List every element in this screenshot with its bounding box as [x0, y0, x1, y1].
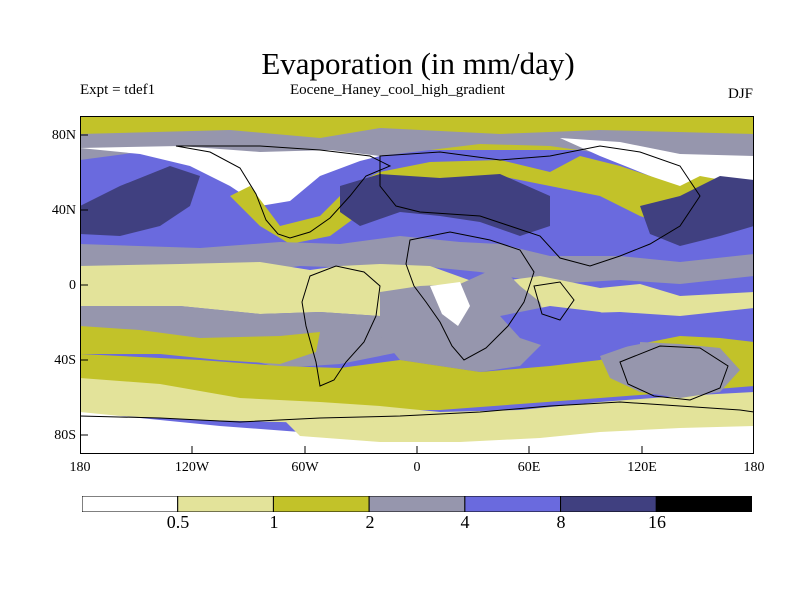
south-pacific-yellow: [80, 326, 320, 364]
colorbar-swatch: [272, 496, 370, 512]
x-tick-label: 180: [743, 460, 765, 475]
colorbar: [82, 496, 752, 512]
south-atlantic-gray: [380, 266, 550, 372]
coastline-south-america: [301, 265, 381, 387]
antarctic-white: [80, 412, 754, 454]
indian-ocean-purple: [500, 306, 640, 352]
season-label: DJF: [727, 86, 753, 102]
colorbar-swatch: [560, 496, 657, 512]
y-tick-label: 80S: [54, 428, 76, 443]
colorbar-level-label: 4: [460, 512, 470, 532]
colorbar-swatch: [464, 496, 562, 512]
map-ticks: [80, 134, 643, 454]
x-tick-label: 60E: [517, 460, 541, 475]
coastline-antarctica: [80, 401, 754, 423]
colorbar-level-label: 1: [269, 512, 279, 532]
x-tick-label: 0: [413, 460, 421, 475]
coastlines: [80, 145, 754, 423]
coastline-north-america: [175, 145, 392, 239]
colorbar-swatch: [177, 496, 274, 512]
colorbar-swatch: [82, 496, 179, 512]
africa-white: [430, 282, 470, 326]
colorbar-level-label: 0.5: [166, 512, 190, 532]
coastline-india: [533, 281, 575, 321]
east-dark-patch: [640, 176, 754, 246]
x-tick-label: 120E: [627, 460, 657, 475]
x-tick-label: 120W: [174, 460, 210, 475]
colorbar-level-label: 2: [365, 512, 375, 532]
y-tick-label: 40N: [51, 203, 76, 218]
experiment-label: Expt = tdef1: [80, 82, 156, 98]
antarctic-yellow-strip: [280, 408, 754, 442]
coastline-eurasia: [379, 145, 701, 267]
north-white-east: [560, 138, 754, 188]
pacific-dark-patch: [80, 166, 200, 236]
x-tick-label: 60W: [291, 460, 319, 475]
y-tick-label: 80N: [51, 128, 76, 143]
colorbar-swatch: [655, 496, 752, 512]
evaporation-map: [80, 116, 754, 454]
colorbar-swatch: [368, 496, 466, 512]
north-atlantic-dark: [340, 174, 550, 236]
experiment-name: Eocene_Haney_cool_high_gradient: [290, 82, 505, 98]
y-tick-label: 40S: [54, 353, 76, 368]
y-tick-label: 0: [69, 278, 76, 293]
coastline-australia: [619, 345, 729, 401]
colorbar-level-label: 16: [648, 512, 666, 532]
map-title: Evaporation (in mm/day): [261, 46, 575, 81]
south-ocean-yellow: [80, 336, 754, 410]
colorbar-level-label: 8: [556, 512, 566, 532]
coastline-africa: [405, 231, 535, 361]
x-tick-label: 180: [69, 460, 91, 475]
north-dry-white: [80, 146, 380, 206]
north-yellow-band: [230, 156, 754, 244]
